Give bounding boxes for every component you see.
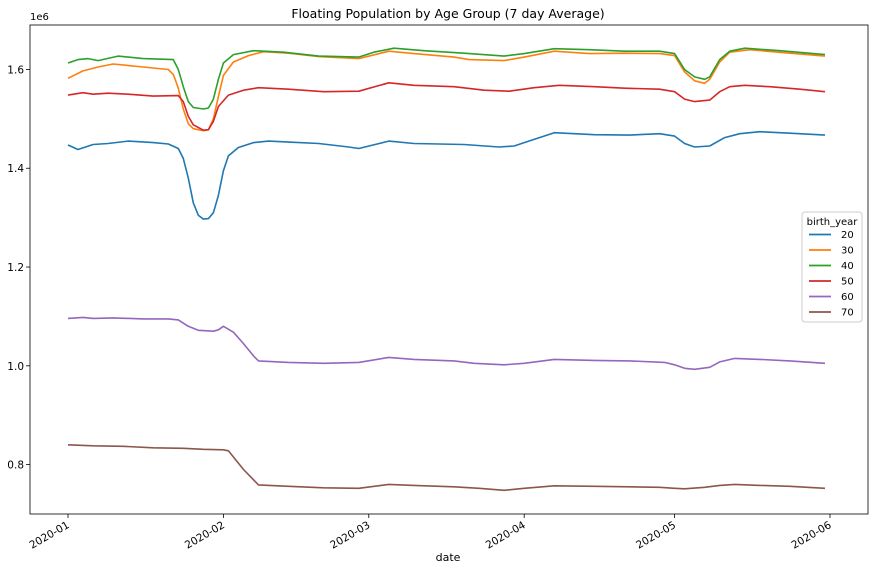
x-tick-label: 2020-06 bbox=[790, 519, 834, 551]
y-tick-label: 1.6 bbox=[7, 64, 24, 76]
series-line-50 bbox=[67, 82, 826, 131]
legend-label-60: 60 bbox=[841, 292, 854, 303]
y-tick-label: 1.0 bbox=[7, 361, 24, 373]
legend-label-30: 30 bbox=[841, 246, 854, 257]
plot-area bbox=[29, 24, 869, 515]
x-tick-label: 2020-01 bbox=[28, 519, 72, 551]
legend: birth_year 20 30 40 50 60 70 bbox=[801, 211, 863, 323]
series-line-60 bbox=[67, 316, 826, 371]
legend-title: birth_year bbox=[807, 217, 859, 228]
x-tick-label: 2020-04 bbox=[484, 519, 528, 551]
legend-label-20: 20 bbox=[841, 230, 854, 241]
series-line-20 bbox=[67, 130, 826, 220]
y-tick-label: 1.2 bbox=[7, 262, 24, 274]
series-line-40 bbox=[67, 47, 826, 110]
x-axis-label: date bbox=[436, 551, 461, 564]
chart-title: Floating Population by Age Group (7 day … bbox=[291, 6, 604, 21]
y-tick-label: 0.8 bbox=[7, 460, 24, 472]
legend-label-50: 50 bbox=[841, 277, 854, 288]
x-tick-label: 2020-03 bbox=[328, 519, 372, 551]
series-lines bbox=[67, 47, 826, 492]
y-axis: 0.8 1.0 1.2 1.4 1.6 bbox=[7, 64, 30, 472]
legend-label-40: 40 bbox=[841, 261, 854, 272]
y-offset-label: 1e6 bbox=[30, 12, 49, 23]
x-axis: 2020-01 2020-02 2020-03 2020-04 2020-05 2020-… bbox=[28, 514, 834, 552]
x-tick-label: 2020-02 bbox=[183, 519, 227, 551]
series-line-70 bbox=[67, 444, 826, 492]
series-line-30 bbox=[67, 48, 826, 132]
legend-box bbox=[801, 211, 863, 323]
x-tick-label: 2020-05 bbox=[634, 519, 678, 551]
y-tick-label: 1.4 bbox=[7, 163, 24, 175]
legend-label-70: 70 bbox=[841, 308, 854, 319]
